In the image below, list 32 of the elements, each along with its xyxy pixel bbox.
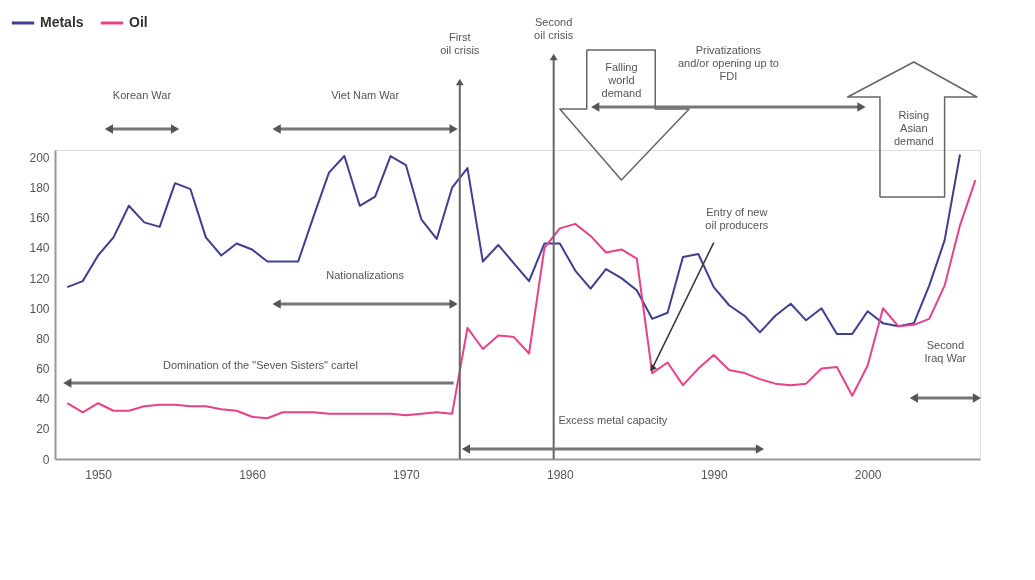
annotation: Domination of the "Seven Sisters" cartel <box>163 359 358 371</box>
y-tick-label: 20 <box>36 422 50 437</box>
x-tick-label: 1950 <box>85 467 113 482</box>
y-tick-label: 80 <box>36 331 50 346</box>
annotation: Entry of new oil producers <box>705 205 769 231</box>
legend-label: Metals <box>40 14 84 30</box>
annotation: Nationalizations <box>326 269 405 281</box>
y-tick-label: 0 <box>42 452 50 467</box>
text: Viet Nam War <box>331 89 400 101</box>
y-tick-label: 200 <box>29 151 50 166</box>
text: Privatizations and/or opening up to FDI <box>677 44 779 82</box>
x-tick-label: 1960 <box>239 467 267 482</box>
annotation: Excess metal capacity <box>558 414 668 426</box>
ref-line-label: Second oil crisis <box>534 16 574 41</box>
y-tick-label: 140 <box>29 241 50 256</box>
annotation: Second Iraq War <box>924 339 967 364</box>
x-tick-label: 1970 <box>393 467 421 482</box>
y-tick-label: 40 <box>36 392 50 407</box>
y-tick-label: 100 <box>29 301 50 316</box>
ref-line-label: First oil crisis <box>440 31 480 56</box>
text: Rising Asian demand <box>893 109 934 147</box>
y-tick-label: 180 <box>29 181 50 196</box>
text: Falling world demand <box>601 61 642 99</box>
x-tick-label: 1990 <box>700 467 728 482</box>
y-tick-label: 160 <box>29 211 50 226</box>
x-tick-label: 2000 <box>854 467 882 482</box>
y-tick-label: 120 <box>29 271 50 286</box>
text: Korean War <box>112 89 172 101</box>
legend-label: Oil <box>129 14 148 30</box>
line-series <box>66 153 961 335</box>
x-tick-label: 1980 <box>546 467 574 482</box>
y-tick-label: 60 <box>36 362 50 377</box>
